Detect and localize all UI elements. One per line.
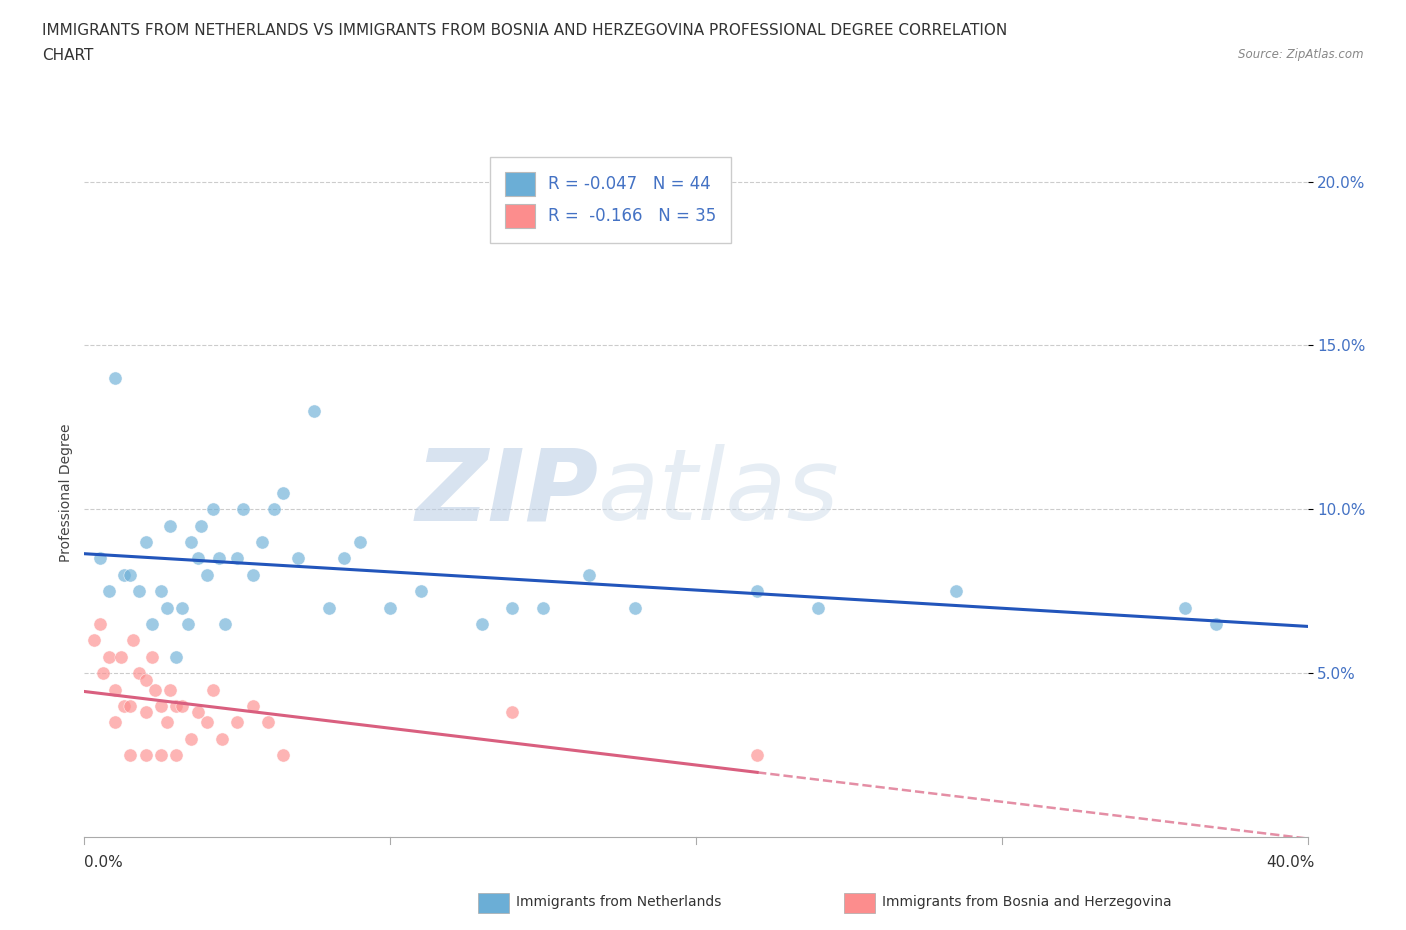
Point <box>120 748 142 763</box>
Point <box>120 567 142 582</box>
Point <box>156 600 179 615</box>
Point <box>128 666 150 681</box>
Point <box>211 731 233 746</box>
Point <box>97 584 120 599</box>
Point <box>135 705 157 720</box>
Legend: R = -0.047   N = 44, R =  -0.166   N = 35: R = -0.047 N = 44, R = -0.166 N = 35 <box>489 157 731 243</box>
Point <box>165 649 187 664</box>
Point <box>257 715 280 730</box>
Point <box>172 698 194 713</box>
Text: 0.0%: 0.0% <box>84 855 124 870</box>
Point <box>945 584 967 599</box>
Point <box>141 649 163 664</box>
Point <box>195 715 218 730</box>
Point <box>318 600 340 615</box>
Point <box>112 567 135 582</box>
Point <box>97 649 120 664</box>
Point <box>149 584 172 599</box>
Point <box>807 600 830 615</box>
Point <box>502 600 524 615</box>
Point <box>159 518 181 533</box>
Point <box>120 698 142 713</box>
Point <box>89 617 111 631</box>
Point <box>177 617 200 631</box>
Point <box>122 633 145 648</box>
Point <box>180 731 202 746</box>
Point <box>226 715 249 730</box>
Point <box>201 502 224 517</box>
Point <box>149 698 172 713</box>
Point <box>271 485 294 500</box>
Point <box>747 748 769 763</box>
Point <box>190 518 212 533</box>
Text: Immigrants from Netherlands: Immigrants from Netherlands <box>516 895 721 910</box>
Point <box>747 584 769 599</box>
Text: Immigrants from Bosnia and Herzegovina: Immigrants from Bosnia and Herzegovina <box>882 895 1171 910</box>
Point <box>165 748 187 763</box>
Point <box>624 600 647 615</box>
Point <box>156 715 179 730</box>
Point <box>128 584 150 599</box>
Point <box>141 617 163 631</box>
Point <box>159 682 181 697</box>
Point <box>214 617 236 631</box>
Point <box>110 649 132 664</box>
Point <box>349 535 371 550</box>
Point <box>502 705 524 720</box>
Point <box>149 748 172 763</box>
Point <box>172 600 194 615</box>
Point <box>250 535 273 550</box>
Text: atlas: atlas <box>598 445 839 541</box>
Point <box>302 404 325 418</box>
Point <box>195 567 218 582</box>
Point <box>180 535 202 550</box>
Point <box>380 600 402 615</box>
Point <box>263 502 285 517</box>
Point <box>186 705 208 720</box>
Text: Source: ZipAtlas.com: Source: ZipAtlas.com <box>1239 48 1364 61</box>
Point <box>578 567 600 582</box>
Point <box>135 748 157 763</box>
Text: CHART: CHART <box>42 48 94 63</box>
Point <box>333 551 356 565</box>
Point <box>208 551 231 565</box>
Point <box>104 715 127 730</box>
Point <box>83 633 105 648</box>
Text: 40.0%: 40.0% <box>1267 855 1315 870</box>
Point <box>1205 617 1227 631</box>
Point <box>409 584 432 599</box>
Point <box>135 535 157 550</box>
Point <box>271 748 294 763</box>
Point <box>104 682 127 697</box>
Point <box>135 672 157 687</box>
Point <box>89 551 111 565</box>
Point <box>226 551 249 565</box>
Point <box>1174 600 1197 615</box>
Point <box>287 551 309 565</box>
Point <box>201 682 224 697</box>
Y-axis label: Professional Degree: Professional Degree <box>59 424 73 562</box>
Point <box>186 551 208 565</box>
Point <box>104 371 127 386</box>
Point <box>232 502 254 517</box>
Point <box>165 698 187 713</box>
Point <box>531 600 554 615</box>
Point <box>471 617 494 631</box>
Text: ZIP: ZIP <box>415 445 598 541</box>
Point <box>242 567 264 582</box>
Text: IMMIGRANTS FROM NETHERLANDS VS IMMIGRANTS FROM BOSNIA AND HERZEGOVINA PROFESSION: IMMIGRANTS FROM NETHERLANDS VS IMMIGRANT… <box>42 23 1008 38</box>
Point <box>91 666 114 681</box>
Point <box>143 682 166 697</box>
Point <box>242 698 264 713</box>
Point <box>112 698 135 713</box>
